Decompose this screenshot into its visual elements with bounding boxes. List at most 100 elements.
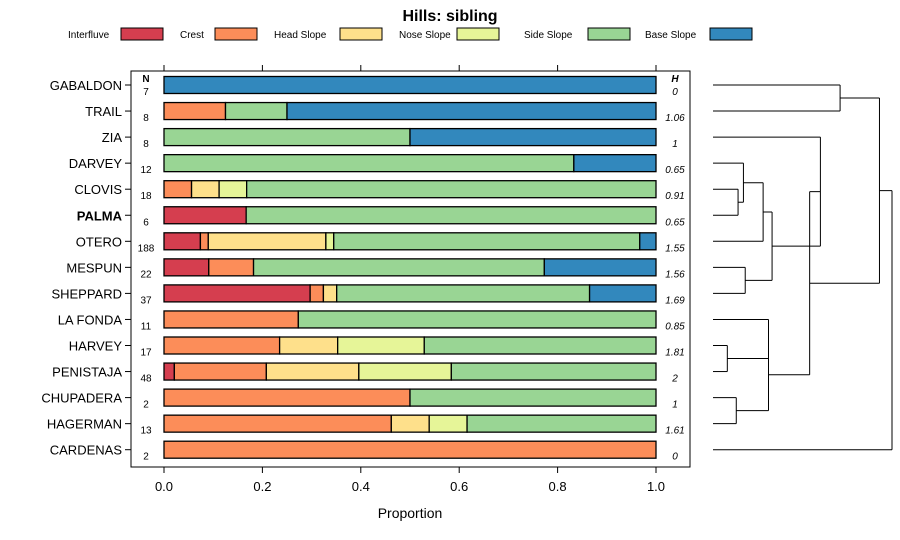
- bar-segment: [286, 101, 657, 121]
- bar-segment: [588, 284, 657, 303]
- bar-segment: [163, 388, 411, 407]
- h-label: 0.65: [665, 217, 685, 228]
- bar-segment: [163, 206, 247, 225]
- n-label: 13: [140, 426, 152, 437]
- y-tick-label: MESPUN: [66, 260, 122, 275]
- bar-segment: [163, 232, 202, 251]
- n-label: 37: [140, 295, 152, 306]
- y-tick-label: HAGERMAN: [47, 417, 122, 432]
- h-label: 1.69: [665, 295, 685, 306]
- h-header: H: [671, 74, 679, 85]
- h-label: 1.61: [665, 426, 684, 437]
- bar-segment: [208, 258, 255, 277]
- bar-segment: [163, 127, 411, 147]
- bar-segment: [325, 232, 335, 251]
- bar-segment: [297, 310, 657, 329]
- bar-segment: [163, 336, 281, 355]
- n-label: 11: [141, 321, 152, 332]
- x-tick-label: 0.4: [352, 479, 370, 494]
- y-tick-label: HARVEY: [69, 339, 123, 354]
- y-tick-label: CHUPADERA: [41, 391, 122, 406]
- bar-segment: [163, 440, 657, 459]
- n-label: 2: [143, 400, 149, 411]
- bar-segment: [428, 414, 468, 433]
- h-label: 1.56: [665, 269, 685, 280]
- bar-segment: [322, 284, 338, 303]
- bar-segment: [190, 180, 220, 199]
- bar-segment: [199, 232, 209, 251]
- legend: Interfluve Crest Head Slope Nose Slope Side …: [68, 27, 753, 41]
- y-tick-label: CARDENAS: [50, 443, 123, 458]
- bar-segment: [573, 153, 657, 173]
- y-tick-label: TRAIL: [85, 104, 122, 119]
- y-tick-label: PENISTAJA: [52, 365, 122, 380]
- bar-segment: [543, 258, 657, 277]
- x-axis: 0.0 0.2 0.4 0.6 0.8 1.0: [155, 65, 665, 494]
- bar-segment: [163, 258, 210, 277]
- bar-segment: [358, 362, 452, 381]
- chart-title: Hills: sibling: [402, 8, 497, 25]
- bar-segment: [163, 101, 227, 121]
- bar-segment: [246, 180, 657, 199]
- bar-segment: [245, 206, 657, 225]
- y-tick-label: CLOVIS: [74, 182, 122, 197]
- bar-segment: [390, 414, 430, 433]
- legend-swatch: [587, 27, 631, 41]
- n-label: 22: [140, 269, 152, 280]
- h-label: 1: [672, 139, 678, 150]
- legend-swatch: [456, 27, 500, 41]
- legend-swatch: [120, 27, 164, 41]
- bar-segment: [409, 388, 657, 407]
- plot-frame: [130, 70, 691, 468]
- n-label: 8: [143, 113, 149, 124]
- legend-label: Head Slope: [274, 30, 327, 41]
- bar-segment: [173, 362, 267, 381]
- h-label: 0: [672, 452, 678, 463]
- bar-segment: [409, 127, 657, 147]
- x-tick-label: 1.0: [647, 479, 665, 494]
- legend-label: Side Slope: [524, 30, 573, 41]
- h-label: 0.85: [665, 321, 685, 332]
- dendrogram: [713, 84, 893, 451]
- bar-segment: [337, 336, 425, 355]
- bar-segment: [224, 101, 288, 121]
- bar-segment: [218, 180, 248, 199]
- bar-segment: [336, 284, 591, 303]
- legend-label: Base Slope: [645, 30, 697, 41]
- bar-segment: [450, 362, 657, 381]
- x-tick-label: 0.8: [549, 479, 567, 494]
- h-label: 0: [672, 87, 678, 98]
- y-tick-label: SHEPPARD: [51, 286, 122, 301]
- bar-segment: [466, 414, 657, 433]
- h-label: 1: [672, 400, 678, 411]
- x-tick-label: 0.2: [253, 479, 271, 494]
- bar-segment: [163, 362, 175, 381]
- bar-segment: [309, 284, 325, 303]
- y-tick-label: ZIA: [102, 130, 123, 145]
- legend-swatch: [214, 27, 258, 41]
- bar-segment: [207, 232, 327, 251]
- h-label: 0.65: [665, 165, 685, 176]
- y-tick-label: DARVEY: [69, 156, 123, 171]
- h-label: 1.55: [665, 243, 685, 254]
- y-tick-label: GABALDON: [50, 78, 122, 93]
- bar-segment: [278, 336, 339, 355]
- bar-segment: [639, 232, 657, 251]
- y-axis: GABALDON TRAIL ZIA DARVEY CLOVIS PALMA OTERO ME…: [41, 78, 131, 458]
- bar-segment: [163, 153, 575, 173]
- bar-segment: [163, 180, 193, 199]
- n-label: 8: [143, 139, 149, 150]
- bar-segment: [163, 284, 311, 303]
- y-tick-label: LA FONDA: [58, 312, 123, 327]
- bar-segment: [265, 362, 360, 381]
- x-tick-label: 0.6: [450, 479, 468, 494]
- legend-label: Interfluve: [68, 30, 110, 41]
- bar-segment: [252, 258, 545, 277]
- h-label: 0.91: [665, 191, 684, 202]
- h-label: 1.06: [665, 113, 685, 124]
- n-label: 17: [140, 348, 152, 359]
- n-label: 188: [138, 243, 155, 254]
- n-label: 48: [140, 374, 152, 385]
- bar-segment: [163, 310, 299, 329]
